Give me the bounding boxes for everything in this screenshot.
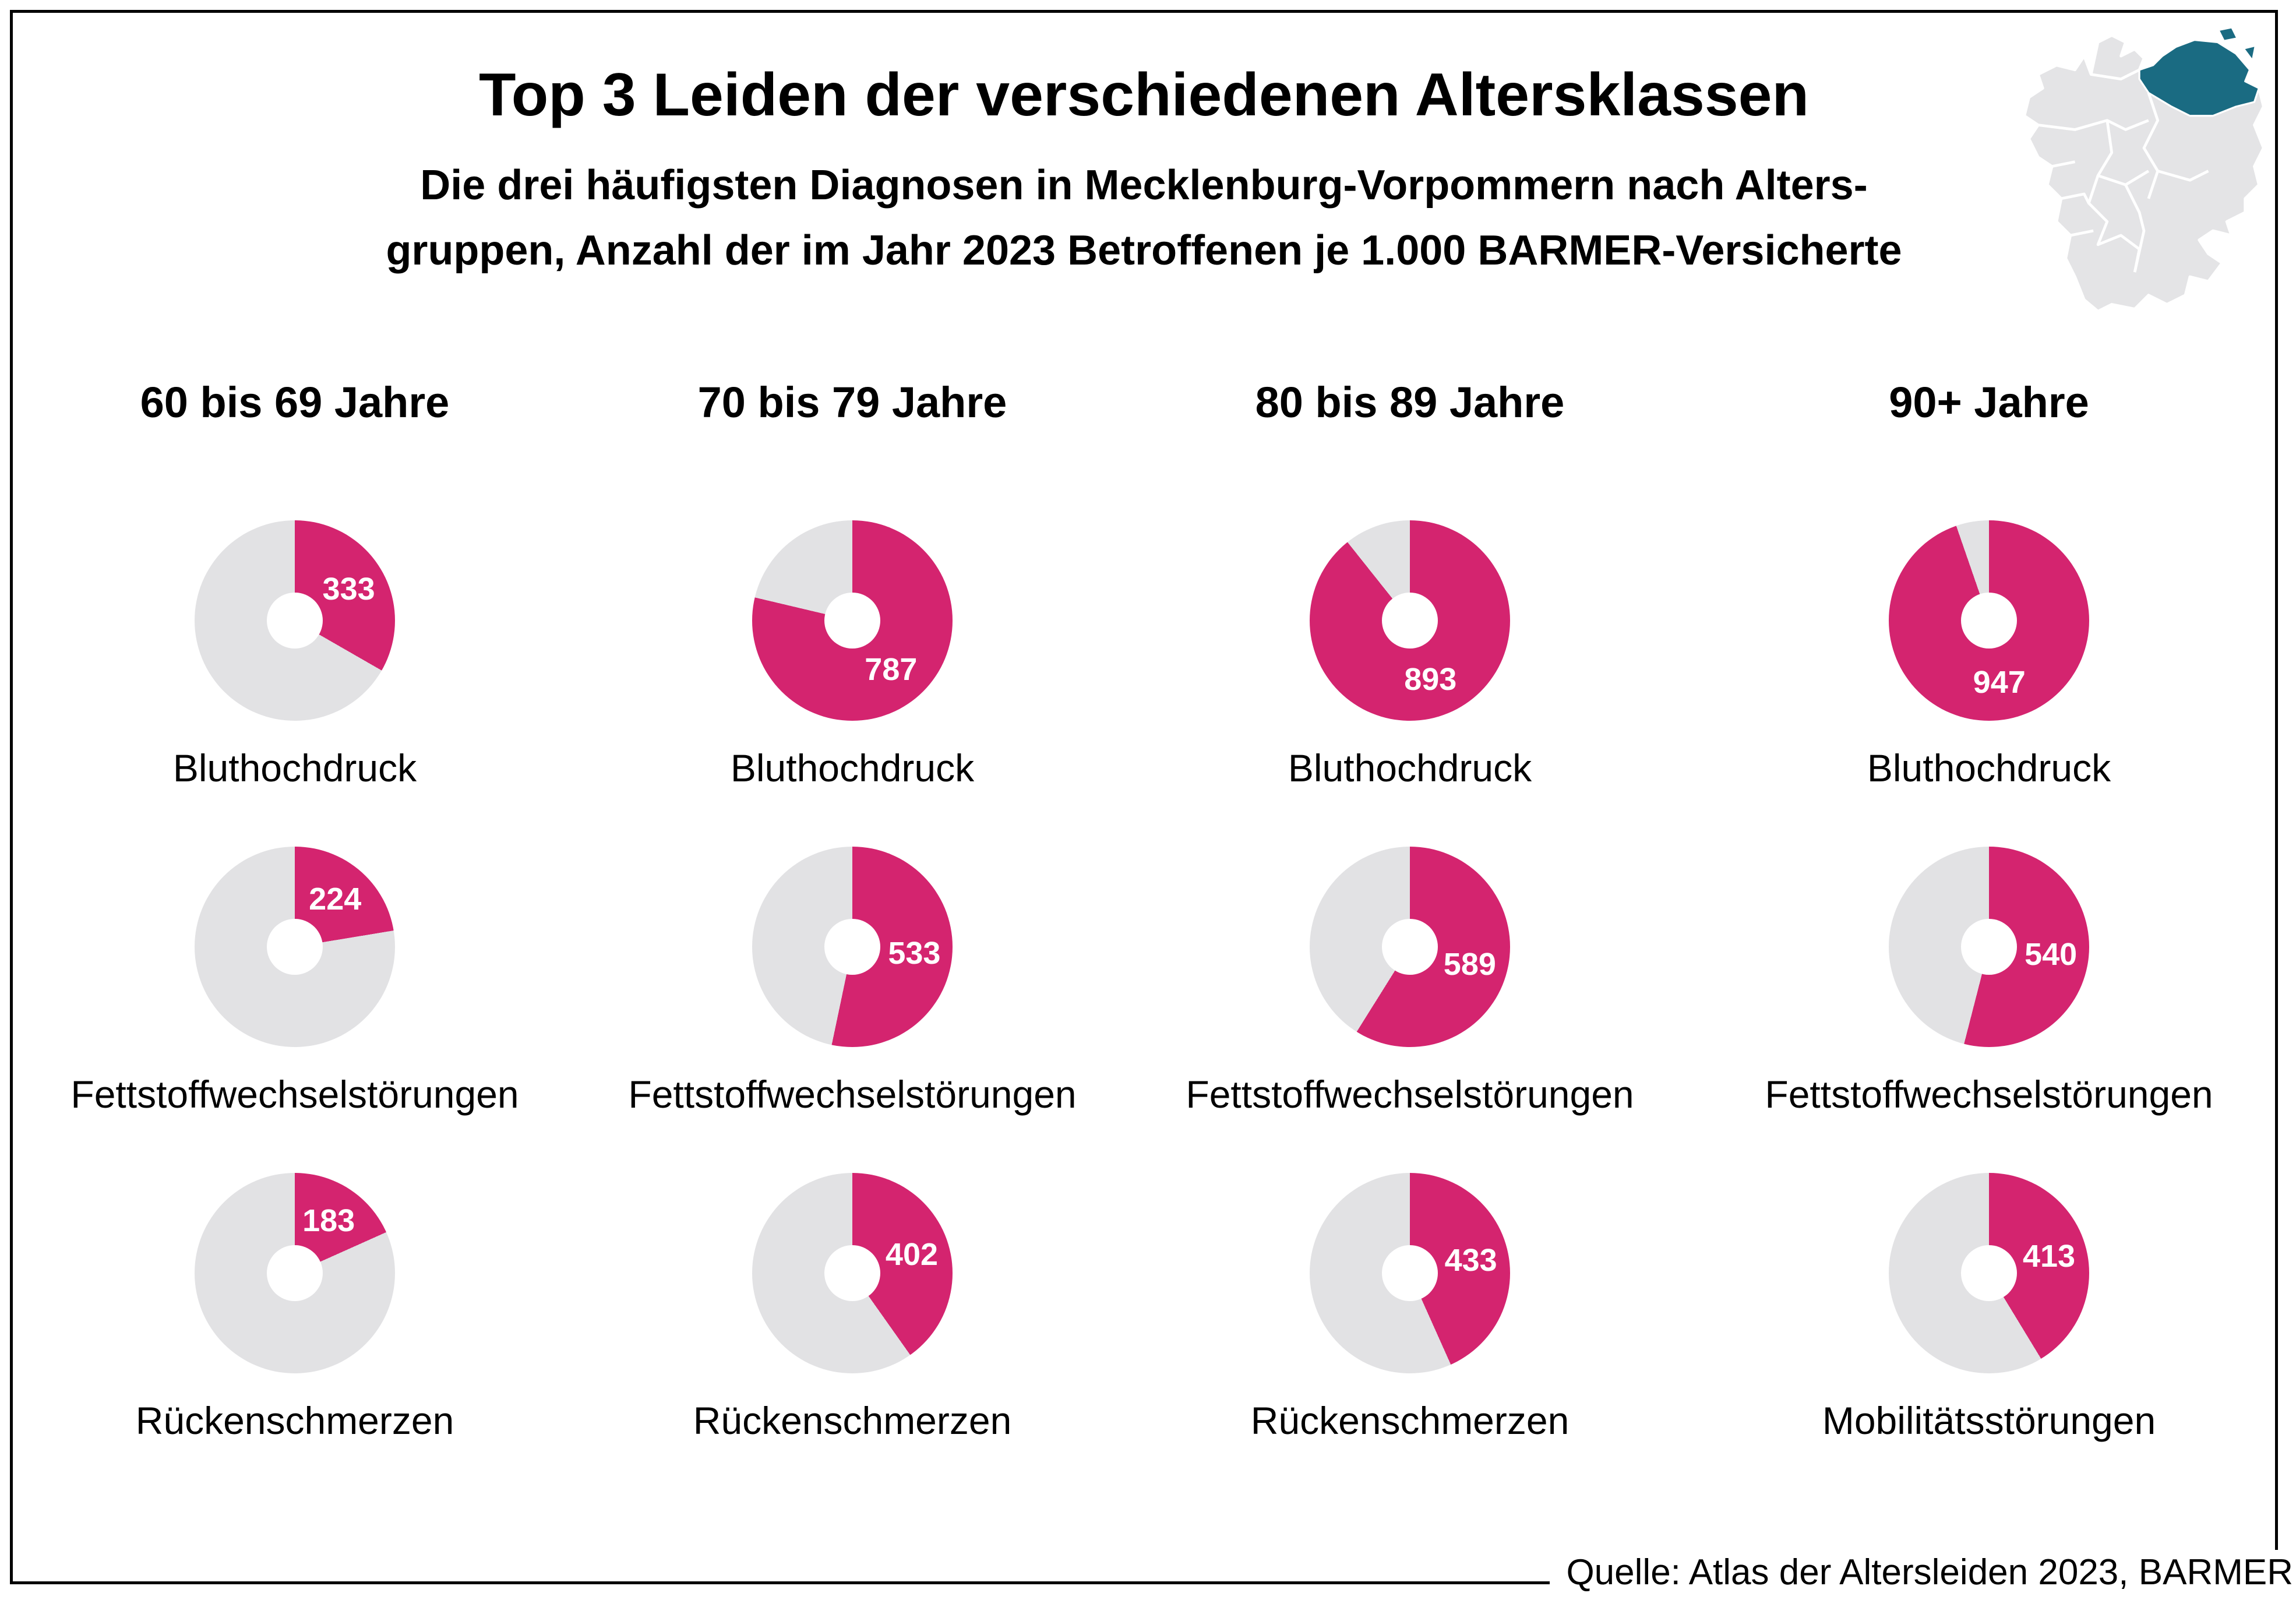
donut-row3-col4: 413 [1889,1173,2089,1373]
donut-row1-col3: 893 [1310,520,1510,721]
donut-value-label: 787 [865,651,918,687]
donut-hole [1382,593,1438,649]
donut-hole [1961,593,2017,649]
diagnosis-label: Fettstoffwechselstörungen [628,1073,1077,1116]
diagnosis-label: Bluthochdruck [1288,746,1532,790]
state-borders [2038,68,2209,273]
donut-row2-col4: 540 [1889,847,2089,1047]
donut-value-label: 893 [1404,662,1457,697]
donut-row3-col3: 433 [1310,1173,1510,1373]
donut-value-label: 589 [1443,946,1496,982]
age-group-header-4: 90+ Jahre [1889,378,2089,427]
donut-hole [267,919,323,975]
donut-value-label: 433 [1444,1242,1497,1278]
subtitle-line-2: gruppen, Anzahl der im Jahr 2023 Betroff… [386,227,1902,274]
donut-value-label: 402 [885,1236,939,1272]
diagnosis-label: Rückenschmerzen [1250,1399,1570,1442]
donut-value-label: 947 [1973,664,2026,700]
source-note: Quelle: Atlas der Altersleiden 2023, BAR… [1550,1550,2293,1595]
donut-value-label: 540 [2025,937,2078,972]
diagnosis-label: Rückenschmerzen [135,1399,454,1442]
donut-value-label: 533 [888,936,941,971]
frame-border [10,10,2278,1584]
donut-hole [1382,1245,1438,1301]
donut-hole [1961,1245,2017,1301]
diagnosis-label: Rückenschmerzen [693,1399,1012,1442]
donut-hole [824,593,880,649]
donut-row3-col2: 402 [752,1173,953,1373]
germany-map [2023,28,2265,313]
diagnosis-label: Bluthochdruck [172,746,417,790]
donut-hole [1382,919,1438,975]
donut-row1-col1: 333 [195,520,395,721]
mecklenburg-vorpommern-region [2138,38,2260,117]
diagnosis-label: Mobilitätsstörungen [1822,1399,2156,1442]
donut-value-label: 224 [309,882,362,917]
age-group-header-1: 60 bis 69 Jahre [140,378,450,427]
donut-value-label: 333 [322,572,375,607]
age-group-header-2: 70 bis 79 Jahre [697,378,1007,427]
ruegen-island [2220,28,2236,40]
diagnosis-label: Fettstoffwechselstörungen [1186,1073,1634,1116]
usedom-island [2245,47,2255,59]
page-title: Top 3 Leiden der verschiedenen Alterskla… [478,61,1810,129]
donut-row1-col2: 787 [752,520,953,721]
subtitle-line-1: Die drei häufigsten Diagnosen in Mecklen… [420,162,1868,209]
donut-hole [1961,919,2017,975]
donut-hole [824,919,880,975]
donut-row2-col2: 533 [752,847,953,1047]
diagnosis-label: Bluthochdruck [730,746,975,790]
donut-row2-col1: 224 [195,847,395,1047]
donut-value-label: 413 [2022,1239,2076,1274]
donut-row2-col3: 589 [1310,847,1510,1047]
age-group-header-3: 80 bis 89 Jahre [1255,378,1565,427]
donut-row3-col1: 183 [195,1173,395,1373]
donut-hole [824,1245,880,1301]
donut-row1-col4: 947 [1889,520,2089,721]
donut-value-label: 183 [302,1203,355,1239]
donut-hole [267,1245,323,1301]
subtitle: Die drei häufigsten Diagnosen in Mecklen… [13,153,2275,283]
diagnosis-label: Fettstoffwechselstörungen [1765,1073,2213,1116]
diagnosis-label: Bluthochdruck [1867,746,2111,790]
donut-hole [267,593,323,649]
diagnosis-label: Fettstoffwechselstörungen [70,1073,519,1116]
